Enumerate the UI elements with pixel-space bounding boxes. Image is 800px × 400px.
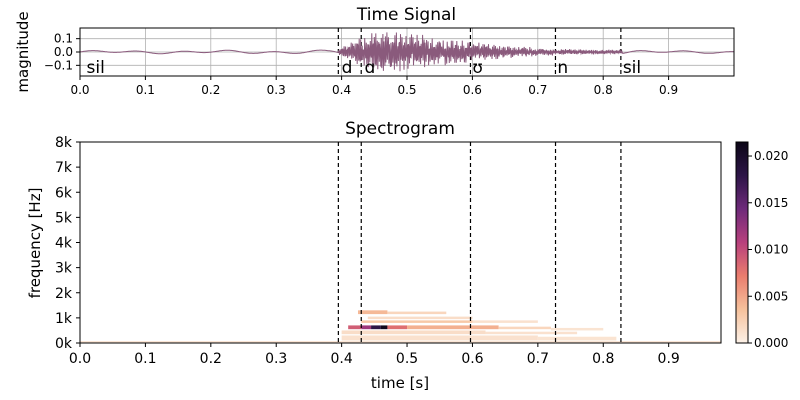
colorbar-tick-label: 0.015 [754, 196, 788, 210]
spectrogram-cell [380, 325, 388, 330]
x-tick-label: 0.2 [200, 351, 222, 367]
spectrogram-panel: Spectrogram 0.0 0.1 0.2 0.3 0.4 0.5 0.6 0.7 0.8 0… [26, 119, 722, 392]
spectrogram-cell [407, 325, 499, 330]
spectrogram-cell [550, 327, 604, 331]
colorbar-tick-label: 0.010 [754, 243, 788, 257]
y-tick-label: 6k [55, 185, 73, 201]
segment-label: sil [87, 58, 105, 78]
spectrogram-cell [341, 335, 538, 341]
y-tick-label: 2k [55, 286, 73, 302]
x-tick-label: 0.7 [528, 83, 547, 97]
x-tick-label: 0.4 [332, 83, 351, 97]
y-tick-label: 8k [55, 135, 73, 151]
spectrogram-cells [80, 310, 721, 343]
spectrogram-cell [387, 311, 447, 315]
colorbar-tick-label: 0.005 [754, 289, 788, 303]
waveform-line [79, 32, 734, 72]
spectrogram-cell [498, 326, 551, 330]
spectrogram-xlabel: time [s] [371, 374, 429, 392]
time-signal-y-ticks: 0.10.0−0.1 [44, 32, 80, 72]
time-signal-title: Time Signal [356, 5, 456, 25]
segment-label: n [557, 58, 568, 78]
colorbar-tick-label: 0.000 [754, 336, 788, 350]
segment-label: ʊ [472, 58, 483, 78]
spectrogram-ylabel: frequency [Hz] [26, 188, 44, 299]
spectrogram-cell [371, 325, 381, 330]
y-tick-label: 3k [55, 261, 73, 277]
spectrogram-boundaries [337, 142, 622, 343]
y-tick-label: 7k [55, 160, 73, 176]
x-tick-label: 0.7 [527, 351, 549, 367]
colorbar-ticks: 0.000 0.005 0.010 0.015 0.020 [748, 149, 788, 350]
spectrogram-cell [537, 336, 617, 341]
spectrogram-title: Spectrogram [345, 119, 455, 139]
x-tick-label: 0.2 [201, 83, 220, 97]
spectrogram-cell [80, 340, 721, 343]
y-tick-label: 0.1 [54, 32, 73, 46]
segment-label: ɑ [364, 58, 375, 78]
x-tick-label: 0.8 [592, 351, 614, 367]
y-tick-label: 0.0 [54, 45, 73, 59]
y-tick-label: 0k [55, 336, 73, 352]
x-tick-label: 0.9 [658, 351, 680, 367]
x-tick-label: 0.3 [267, 83, 286, 97]
colorbar: 0.000 0.005 0.010 0.015 0.020 [735, 141, 788, 350]
time-signal-ylabel: magnitude [14, 11, 32, 92]
spectrogram-cell [361, 320, 473, 323]
spectrogram-cell [341, 330, 486, 335]
spectrogram-cell [387, 325, 408, 330]
spectrogram-y-ticks: 0k 1k 2k 3k 4k 5k 6k 7k 8k [55, 135, 80, 352]
y-tick-label: 4k [55, 236, 73, 252]
y-tick-label: 5k [55, 210, 73, 226]
colorbar-tick-label: 0.020 [754, 149, 788, 163]
segment-labels: sil d ɑ ʊ n sil [87, 58, 642, 78]
x-tick-label: 0.1 [134, 351, 156, 367]
x-tick-label: 0.3 [265, 351, 287, 367]
x-tick-label: 0.0 [69, 351, 91, 367]
time-signal-x-ticks: 0.0 0.1 0.2 0.3 0.4 0.5 0.6 0.7 0.8 0.9 [70, 76, 678, 97]
x-tick-label: 0.8 [594, 83, 613, 97]
y-tick-label: −0.1 [44, 58, 73, 72]
spectrogram-cell [485, 331, 578, 335]
x-tick-label: 0.0 [70, 83, 89, 97]
y-tick-label: 1k [55, 311, 73, 327]
x-tick-label: 0.1 [136, 83, 155, 97]
x-tick-label: 0.9 [659, 83, 678, 97]
x-tick-label: 0.5 [397, 83, 416, 97]
segment-label: d [342, 58, 353, 78]
spectrogram-cell [367, 316, 473, 320]
time-signal-panel: Time Signal sil d ɑ ʊ n sil 0.0 0.1 0.2 0.3 0.4 0.… [14, 5, 735, 97]
x-tick-label: 0.6 [461, 351, 483, 367]
x-tick-label: 0.6 [463, 83, 482, 97]
x-tick-label: 0.5 [396, 351, 418, 367]
x-tick-label: 0.4 [330, 351, 352, 367]
spectrogram-x-ticks: 0.0 0.1 0.2 0.3 0.4 0.5 0.6 0.7 0.8 0.9 [69, 343, 680, 367]
spectrogram-cell [357, 310, 388, 315]
colorbar-gradient [735, 141, 749, 344]
spectrogram-cell [361, 325, 372, 330]
spectrogram-cell [348, 325, 362, 330]
spectrogram-cell [472, 320, 538, 323]
segment-label: sil [623, 58, 641, 78]
